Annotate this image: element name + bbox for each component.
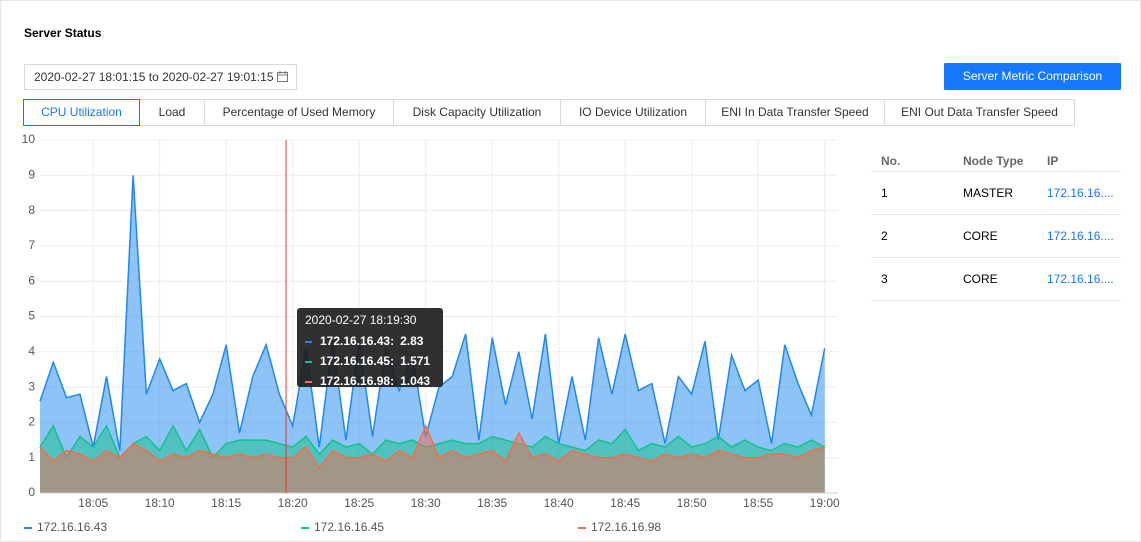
legend-swatch [24,526,32,529]
x-tick-label: 18:40 [544,496,574,510]
ip-link[interactable]: 172.16.16.... [1047,229,1114,243]
tooltip-row: 172.16.16.45: 1.571 [305,354,430,368]
legend-swatch [578,526,586,529]
x-tick-label: 18:30 [411,496,441,510]
x-tick-label: 18:25 [344,496,374,510]
comparison-button[interactable]: Server Metric Comparison [944,63,1121,90]
tooltip-title: 2020-02-27 18:19:30 [305,313,417,327]
area [40,425,825,493]
calendar-icon [277,71,288,82]
table-row: 1 MASTER 172.16.16.... [871,172,1121,215]
legend-item[interactable]: 172.16.16.43 [24,520,107,534]
y-tick-label: 9 [28,167,35,181]
tooltip-row: 172.16.16.43: 2.83 [305,334,423,348]
ip-link[interactable]: 172.16.16.... [1047,186,1114,200]
date-range-picker[interactable]: 2020-02-27 18:01:15 to 2020-02-27 19:01:… [24,64,297,90]
table-cell: CORE [963,272,998,286]
y-tick-label: 8 [28,203,35,217]
legend-label: 172.16.16.98 [591,520,662,534]
x-tick-label: 18:50 [677,496,707,510]
table-cell: 1 [881,186,888,200]
x-tick-label: 18:45 [610,496,640,510]
table-cell: 3 [881,272,888,286]
legend-label: 172.16.16.43 [37,520,108,534]
tooltip-swatch [305,380,312,383]
panel-title: Server Status [24,26,102,40]
table-row: 2 CORE 172.16.16.... [871,215,1121,258]
table-cell: CORE [963,229,998,243]
date-range: 2020-02-27 18:01:15 to 2020-02-27 19:01:… [34,70,274,84]
column-header: Node Type [963,154,1024,168]
table-cell: 2 [881,229,888,243]
y-tick-label: 7 [28,238,35,252]
tab-bar: CPU Utilization Load Percentage of Used Me… [23,99,1075,126]
tooltip-name: 172.16.16.45: [320,354,395,368]
x-tick-label: 18:10 [145,496,175,510]
y-tick-label: 0 [28,485,35,499]
column-header: IP [1047,154,1059,168]
ip-link[interactable]: 172.16.16.... [1047,272,1114,286]
chart: 0 1 2 3 4 5 6 7 8 9 10 18:05 18:10 18:15 18:20 18:25 18:… [22,132,840,510]
column-header: No. [881,154,901,168]
legend-swatch [301,526,309,529]
tooltip-value: 1.571 [400,354,431,368]
y-tick-label: 1 [28,450,35,464]
x-tick-label: 19:00 [810,496,840,510]
node-table: No. Node Type IP 1 MASTER 172.16.16.... 2 CORE 1… [871,141,1121,301]
tooltip-value: 1.043 [400,374,431,388]
line [39,423,825,470]
tooltip-row: 172.16.16.98: 1.043 [305,374,430,388]
tooltip: 2020-02-27 18:19:30 172.16.16.43: 2.83 172.… [297,308,443,388]
tooltip-swatch [305,360,312,363]
y-tick-label: 10 [22,132,36,146]
y-tick-label: 4 [28,344,35,358]
tab[interactable]: CPU Utilization [23,99,140,126]
x-tick-label: 18:55 [743,496,773,510]
y-tick-label: 3 [28,379,35,393]
legend-item[interactable]: 172.16.16.45 [301,520,384,534]
x-tick-label: 18:20 [278,496,308,510]
tab[interactable]: ENI Out Data Transfer Speed [884,99,1075,126]
legend-label: 172.16.16.45 [314,520,385,534]
y-tick-label: 2 [28,415,35,429]
tooltip-name: 172.16.16.98: [320,374,395,388]
tooltip-swatch [305,340,312,343]
y-tick-label: 5 [28,309,35,323]
table-header: No. Node Type IP [871,141,1121,172]
legend-item[interactable]: 172.16.16.98 [578,520,661,534]
x-tick-label: 18:05 [78,496,108,510]
legend: 172.16.16.43 172.16.16.45 172.16.16.98 [24,520,824,536]
tooltip-name: 172.16.16.43: [320,334,395,348]
x-tick-label: 18:15 [211,496,241,510]
table-cell: MASTER [963,186,1014,200]
x-tick-label: 18:35 [477,496,507,510]
table-row: 3 CORE 172.16.16.... [871,258,1121,301]
tooltip-value: 2.83 [400,334,424,348]
y-tick-label: 6 [28,273,35,287]
line [39,175,826,451]
